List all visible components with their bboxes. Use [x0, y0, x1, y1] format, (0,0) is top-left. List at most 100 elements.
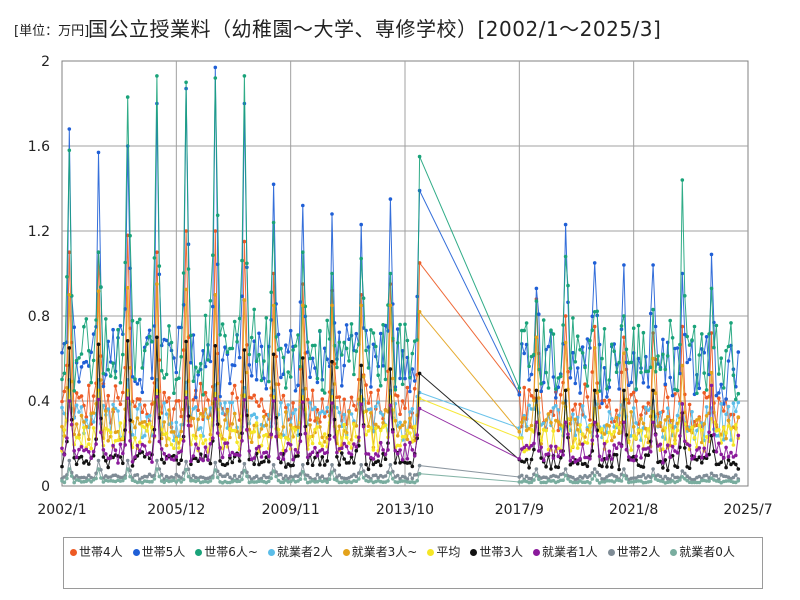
data-point: [298, 477, 303, 482]
data-point: [237, 474, 242, 479]
data-point: [77, 433, 81, 437]
data-point: [522, 385, 526, 390]
data-point: [580, 442, 585, 447]
data-point: [291, 411, 295, 416]
x-tick-label: 2005/12: [147, 502, 205, 518]
data-point: [349, 322, 354, 326]
data-point: [668, 423, 672, 428]
data-point: [697, 480, 702, 485]
data-point: [308, 452, 312, 457]
data-point: [631, 406, 636, 410]
data-point: [602, 398, 607, 403]
data-point: [242, 298, 247, 302]
data-point: [675, 451, 680, 455]
data-point: [610, 438, 614, 443]
data-point: [361, 476, 366, 480]
data-point: [410, 448, 415, 452]
data-point: [614, 370, 619, 375]
data-point: [186, 423, 191, 428]
data-point: [541, 458, 546, 463]
data-point: [522, 449, 526, 454]
data-point: [267, 479, 271, 484]
data-point: [736, 415, 741, 419]
data-point: [276, 456, 281, 460]
data-point: [374, 344, 378, 349]
data-point: [279, 460, 283, 465]
data-point: [619, 444, 624, 449]
data-point: [617, 413, 621, 418]
data-point: [152, 434, 157, 438]
data-point: [580, 345, 585, 349]
data-point: [313, 343, 317, 348]
data-point: [592, 420, 597, 425]
data-point: [262, 459, 266, 464]
data-point: [191, 398, 196, 402]
data-point: [685, 474, 689, 479]
data-point: [130, 375, 135, 379]
data-point: [167, 408, 171, 412]
data-point: [164, 338, 169, 343]
data-point: [354, 479, 359, 484]
data-point: [563, 420, 568, 425]
data-point: [624, 397, 629, 402]
data-point: [206, 458, 210, 462]
data-point: [145, 474, 149, 479]
legend-label: 就業者0人: [679, 545, 735, 559]
data-point: [108, 456, 113, 460]
data-point: [680, 475, 685, 479]
data-point: [590, 471, 595, 475]
data-point: [539, 456, 543, 460]
data-point: [714, 450, 719, 454]
data-point: [94, 318, 98, 322]
data-point: [415, 294, 420, 299]
data-point: [125, 95, 130, 99]
data-point: [213, 65, 218, 70]
data-point: [602, 441, 607, 446]
data-point: [159, 457, 164, 462]
data-point: [184, 467, 188, 472]
data-point: [408, 431, 412, 435]
data-point: [203, 407, 208, 412]
data-point: [181, 439, 186, 443]
data-point: [734, 397, 738, 402]
data-point: [208, 406, 213, 410]
data-point: [254, 446, 259, 451]
data-point: [150, 376, 154, 381]
data-point: [305, 340, 310, 344]
data-point: [408, 440, 412, 445]
data-point: [91, 426, 96, 430]
data-point: [315, 380, 320, 385]
data-point: [152, 477, 157, 481]
data-point: [342, 422, 347, 427]
data-point: [69, 474, 74, 478]
legend-marker-icon: [132, 549, 140, 556]
data-point: [668, 318, 672, 323]
data-point: [87, 383, 91, 388]
data-point: [388, 197, 393, 201]
data-point: [687, 357, 692, 362]
data-point: [286, 403, 291, 407]
data-point: [585, 395, 590, 399]
data-point: [164, 431, 169, 436]
data-point: [279, 346, 283, 351]
data-point: [79, 405, 84, 409]
data-point: [79, 445, 84, 449]
data-point: [417, 154, 422, 159]
data-point: [77, 410, 81, 414]
data-point: [340, 446, 344, 451]
data-point: [717, 372, 721, 376]
data-point: [220, 455, 225, 460]
data-point: [125, 339, 130, 343]
data-point: [262, 376, 266, 381]
data-point: [296, 425, 300, 430]
data-point: [65, 436, 69, 440]
data-point: [77, 356, 81, 360]
data-point: [704, 473, 709, 478]
data-point: [223, 401, 227, 405]
legend-label: 世帯5人: [141, 545, 186, 559]
data-point: [184, 339, 188, 344]
legend-label: 平均: [436, 545, 461, 559]
data-point: [556, 385, 561, 390]
data-point: [249, 396, 254, 400]
data-point: [369, 426, 373, 430]
